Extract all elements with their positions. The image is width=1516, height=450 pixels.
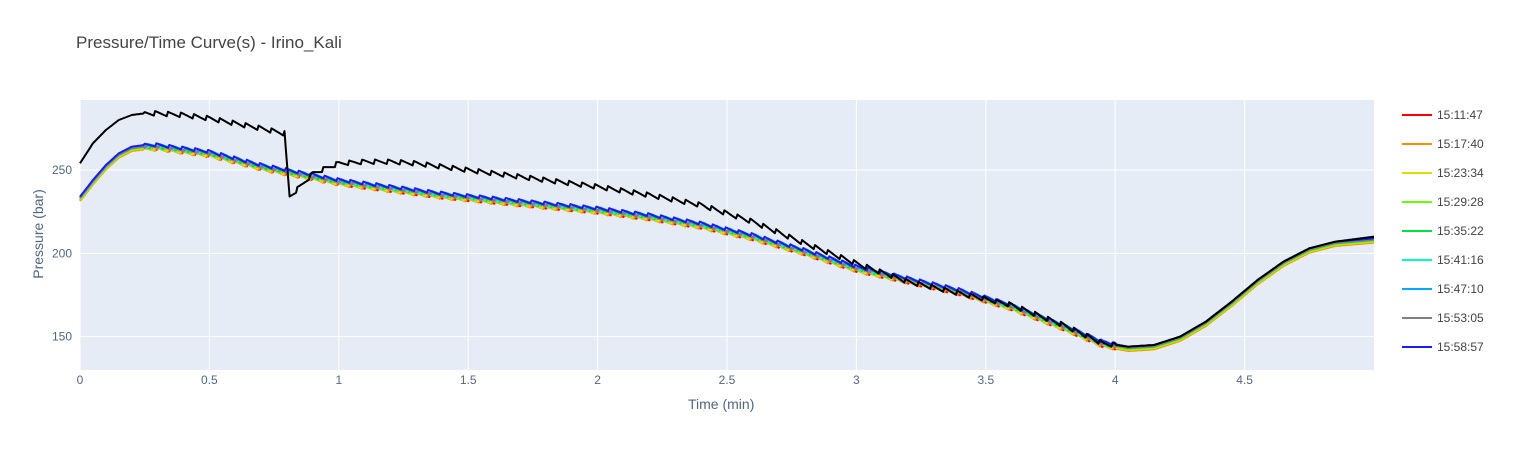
x-tick-label: 3 bbox=[853, 373, 860, 387]
x-tick-label: 4.5 bbox=[1236, 373, 1253, 387]
legend-label: 15:29:28 bbox=[1437, 194, 1484, 209]
legend-label: 15:53:05 bbox=[1437, 310, 1484, 325]
y-tick-label: 150 bbox=[52, 330, 72, 344]
y-axis-label: Pressure (bar) bbox=[30, 189, 46, 279]
legend-item[interactable]: 15:58:57 bbox=[1402, 332, 1512, 361]
legend-swatch bbox=[1402, 287, 1432, 290]
x-tick-label: 1.5 bbox=[460, 373, 477, 387]
x-tick-label: 1 bbox=[335, 373, 342, 387]
legend-item[interactable]: 15:35:22 bbox=[1402, 216, 1512, 245]
legend-item[interactable]: 15:41:16 bbox=[1402, 245, 1512, 274]
legend-label: 15:17:40 bbox=[1437, 136, 1484, 151]
legend-swatch bbox=[1402, 142, 1432, 145]
legend-label: 15:58:57 bbox=[1437, 339, 1484, 354]
x-tick-label: 2.5 bbox=[719, 373, 736, 387]
x-axis-ticks: 0 0.5 1 1.5 2 2.5 3 3.5 4 4.5 bbox=[77, 373, 1254, 387]
x-tick-label: 4 bbox=[1112, 373, 1119, 387]
legend-label: 15:23:34 bbox=[1437, 165, 1484, 180]
legend-label: 15:11:47 bbox=[1437, 107, 1483, 122]
x-tick-label: 2 bbox=[594, 373, 601, 387]
series-lines bbox=[79, 110, 1375, 352]
x-tick-label: 3.5 bbox=[977, 373, 994, 387]
legend-item[interactable]: 15:47:10 bbox=[1402, 274, 1512, 303]
legend-label: 15:41:16 bbox=[1437, 252, 1484, 267]
y-axis-ticks: 150 200 250 bbox=[52, 163, 72, 344]
chart-title: Pressure/Time Curve(s) - Irino_Kali bbox=[76, 33, 342, 52]
x-tick-label: 0 bbox=[77, 373, 84, 387]
legend-swatch bbox=[1402, 171, 1432, 174]
x-tick-label: 0.5 bbox=[201, 373, 218, 387]
legend-swatch bbox=[1402, 229, 1432, 232]
legend-swatch bbox=[1402, 345, 1432, 348]
legend-swatch bbox=[1402, 316, 1432, 319]
x-axis-label: Time (min) bbox=[688, 396, 755, 412]
legend-swatch bbox=[1402, 258, 1432, 261]
legend-item[interactable]: 15:23:34 bbox=[1402, 158, 1512, 187]
legend-swatch bbox=[1402, 113, 1432, 116]
legend-label: 15:47:10 bbox=[1437, 281, 1484, 296]
legend-label: 15:35:22 bbox=[1437, 223, 1484, 238]
y-tick-label: 200 bbox=[52, 246, 72, 260]
legend-item[interactable]: 15:53:05 bbox=[1402, 303, 1512, 332]
grid-lines bbox=[79, 100, 1374, 370]
legend-item[interactable]: 15:29:28 bbox=[1402, 187, 1512, 216]
legend-item[interactable]: 15:17:40 bbox=[1402, 129, 1512, 158]
series-line bbox=[79, 110, 1375, 348]
legend-item[interactable]: 15:11:47 bbox=[1402, 100, 1512, 129]
y-tick-label: 250 bbox=[52, 163, 72, 177]
legend-swatch bbox=[1402, 200, 1432, 203]
